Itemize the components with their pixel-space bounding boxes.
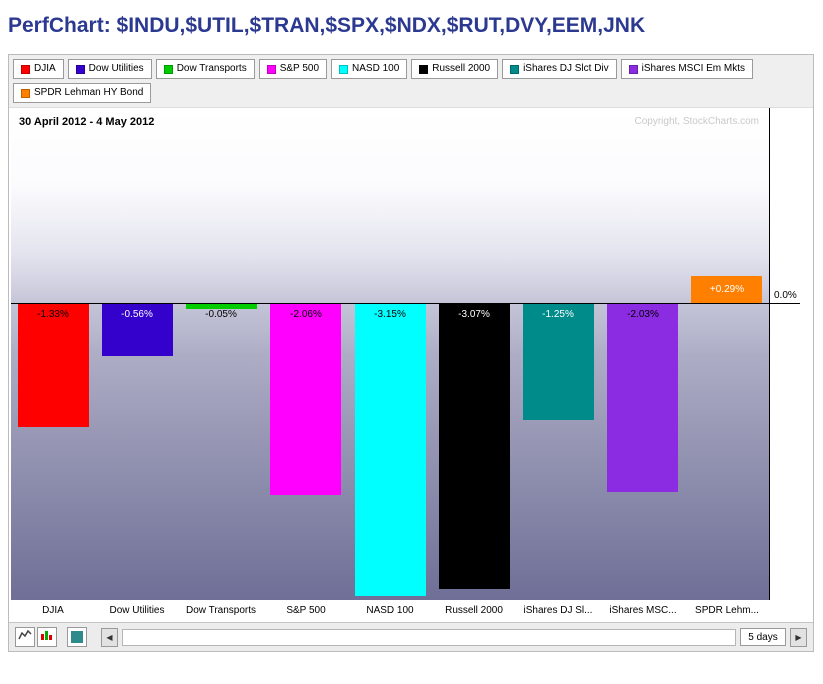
bar-spdr-lehman-hy-bond	[691, 276, 762, 303]
legend-label: iShares DJ Slct Div	[523, 63, 609, 74]
legend-swatch	[21, 88, 30, 98]
plot-area: 30 April 2012 - 4 May 2012 Copyright, St…	[11, 108, 769, 600]
date-range-label: 30 April 2012 - 4 May 2012	[19, 116, 155, 128]
legend-item-spdr-lehman-hy-bond[interactable]: SPDR Lehman HY Bond	[13, 83, 152, 103]
legend-item-ishares-msci-em-mkts[interactable]: iShares MSCI Em Mkts	[620, 59, 754, 79]
x-tick-label: Russell 2000	[445, 605, 503, 616]
scroll-left-button[interactable]: ◀	[101, 627, 118, 647]
legend-item-s-p-500[interactable]: S&P 500	[258, 59, 328, 79]
bar-ishares-msci-em-mkts	[607, 304, 678, 492]
chart-area: 30 April 2012 - 4 May 2012 Copyright, St…	[9, 108, 813, 622]
bar-value-label: -0.56%	[121, 309, 153, 320]
legend-swatch	[75, 64, 85, 74]
legend-swatch	[339, 64, 349, 74]
scroll-left-icon: ◀	[106, 632, 113, 642]
legend-item-dow-utilities[interactable]: Dow Utilities	[67, 59, 152, 79]
line-view-icon	[18, 628, 32, 646]
x-tick-label: iShares MSC...	[609, 605, 677, 616]
bar-russell-2000	[439, 304, 510, 589]
legend-item-ishares-dj-slct-div[interactable]: iShares DJ Slct Div	[502, 59, 617, 79]
legend-swatch	[21, 64, 30, 74]
legend-item-dow-transports[interactable]: Dow Transports	[155, 59, 255, 79]
legend: DJIA Dow Utilities Dow Transports S&P 500 NA…	[9, 55, 813, 108]
legend-label: iShares MSCI Em Mkts	[641, 63, 746, 74]
legend-label: SPDR Lehman HY Bond	[34, 87, 144, 98]
x-tick-label: iShares DJ Sl...	[523, 605, 593, 616]
page: PerfChart: $INDU,$UTIL,$TRAN,$SPX,$NDX,$…	[0, 14, 823, 652]
x-tick-label: DJIA	[42, 605, 64, 616]
copyright-label: Copyright, StockCharts.com	[634, 116, 760, 127]
bar-value-label: -2.03%	[627, 309, 659, 320]
scroll-right-button[interactable]: ▶	[790, 627, 807, 647]
perfchart-panel: DJIA Dow Utilities Dow Transports S&P 500 NA…	[8, 54, 814, 652]
legend-label: Russell 2000	[432, 63, 491, 74]
bar-value-label: -0.05%	[205, 309, 237, 320]
x-axis-labels: DJIA Dow Utilities Dow Transports S&P 500 NA…	[11, 600, 769, 622]
legend-label: Dow Transports	[176, 63, 247, 74]
histogram-view-icon	[40, 628, 54, 646]
line-view-button[interactable]	[15, 627, 35, 647]
bar-value-label: -1.33%	[37, 309, 69, 320]
bar-djia	[18, 304, 89, 427]
legend-item-nasd-100[interactable]: NASD 100	[331, 59, 408, 79]
zero-value-label: 0.0%	[774, 290, 797, 301]
legend-item-russell-2000[interactable]: Russell 2000	[411, 59, 499, 79]
zero-line	[11, 303, 800, 304]
bar-dow-transports	[186, 304, 257, 309]
bottom-toolbar: ◀ 5 days ▶	[9, 622, 813, 651]
legend-item-djia[interactable]: DJIA	[13, 59, 64, 79]
x-tick-label: SPDR Lehm...	[695, 605, 759, 616]
bar-dow-utilities	[102, 304, 173, 356]
scroll-right-icon: ▶	[795, 632, 802, 642]
y-axis-line	[769, 108, 770, 600]
x-tick-label: S&P 500	[286, 605, 326, 616]
color-swatch-button[interactable]	[67, 627, 87, 647]
legend-swatch	[628, 64, 638, 74]
legend-label: DJIA	[34, 63, 56, 74]
legend-swatch	[510, 64, 520, 74]
scrollbar-track[interactable]	[122, 628, 736, 646]
bar-ishares-dj-slct-div	[523, 304, 594, 420]
x-tick-label: Dow Utilities	[109, 605, 165, 616]
legend-label: Dow Utilities	[88, 63, 144, 74]
bar-value-label: +0.29%	[709, 284, 745, 295]
legend-swatch	[266, 64, 276, 74]
bar-value-label: -3.15%	[374, 309, 406, 320]
legend-swatch	[419, 64, 429, 74]
legend-label: NASD 100	[352, 63, 400, 74]
page-title: PerfChart: $INDU,$UTIL,$TRAN,$SPX,$NDX,$…	[8, 14, 646, 37]
bar-nasd-100	[355, 304, 426, 596]
histogram-view-button[interactable]	[37, 627, 57, 647]
bar-s-p-500	[270, 304, 341, 495]
x-tick-label: Dow Transports	[185, 605, 257, 616]
legend-label: S&P 500	[279, 63, 320, 74]
bar-value-label: -2.06%	[290, 309, 322, 320]
legend-swatch	[163, 64, 173, 74]
bar-value-label: -1.25%	[542, 309, 574, 320]
x-tick-label: NASD 100	[366, 605, 414, 616]
period-select[interactable]: 5 days	[740, 628, 786, 646]
color-swatch-icon	[71, 631, 83, 643]
bar-value-label: -3.07%	[458, 309, 490, 320]
